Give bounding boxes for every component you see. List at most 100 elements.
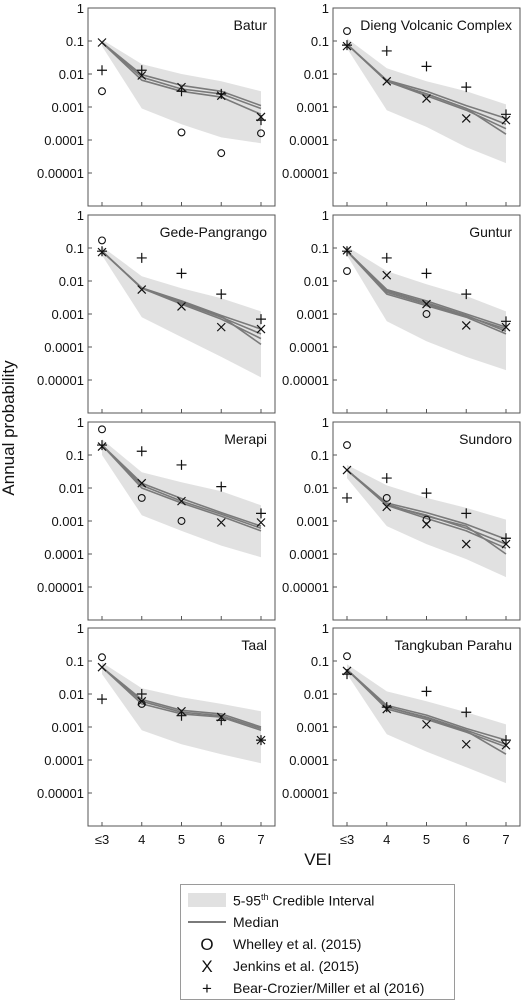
bear-crozier-marker — [381, 45, 392, 56]
whelley-marker — [217, 149, 226, 158]
median-line — [346, 43, 507, 135]
credible-interval-band — [102, 246, 261, 378]
panel-title: Dieng Volcanic Complex — [360, 17, 512, 33]
x-tick-label: 4 — [138, 832, 145, 847]
panel-title: Taal — [241, 637, 267, 653]
median-line — [101, 666, 262, 728]
y-tick-label: 0.1 — [66, 448, 84, 463]
bear-crozier-marker — [461, 707, 472, 718]
jenkins-marker — [461, 739, 471, 749]
bear-crozier-marker — [216, 289, 227, 300]
y-tick-label: 1 — [77, 415, 84, 430]
panel-title: Sundoro — [459, 431, 512, 447]
whelley-marker — [422, 515, 431, 524]
bear-crozier-marker — [421, 268, 432, 279]
whelley-marker — [98, 87, 106, 96]
y-tick-label: 1 — [322, 621, 329, 636]
y-tick-label: 0.01 — [304, 67, 329, 82]
bear-crozier-marker — [342, 246, 352, 257]
jenkins-marker — [256, 518, 266, 527]
legend-label-jenkins: Jenkins et al. (2015) — [233, 958, 360, 974]
y-tick-label: 0.00001 — [37, 166, 84, 181]
y-tick-label: 0.0001 — [44, 133, 84, 148]
bear-crozier-marker — [216, 481, 227, 492]
median-line — [101, 444, 262, 527]
legend-item-whelley: O Whelley et al. (2015) — [181, 933, 361, 955]
jenkins-marker — [501, 539, 511, 549]
jenkins-marker — [137, 478, 147, 488]
jenkins-marker — [501, 115, 511, 125]
jenkins-marker — [137, 285, 147, 294]
y-tick-label: 0.01 — [304, 687, 329, 702]
panel-tangkuban-parahu: 1 0.1 0.01 0.001 0.0001 0.00001 ≤3 4 5 6 7 Tangkuba… — [282, 621, 521, 847]
panel-title: Batur — [234, 17, 268, 33]
bear-crozier-marker — [461, 82, 472, 93]
y-tick-label: 0.001 — [51, 307, 84, 322]
median-line — [101, 41, 262, 107]
jenkins-marker — [382, 76, 392, 86]
x-tick-label: ≤3 — [340, 832, 354, 847]
bear-crozier-marker — [136, 446, 147, 457]
whelley-marker — [343, 441, 351, 450]
y-tick-label: 0.00001 — [282, 166, 329, 181]
legend-label-whelley: Whelley et al. (2015) — [233, 936, 362, 952]
whelley-marker — [137, 493, 146, 502]
jenkins-marker — [422, 719, 431, 729]
median-line-swatch — [188, 921, 226, 923]
whelley-marker — [422, 310, 431, 318]
panel-dieng-volcanic-complex: 1 0.1 0.01 0.001 0.0001 0.00001 Dieng Volcanic… — [282, 1, 521, 207]
jenkins-marker — [461, 539, 471, 549]
y-tick-label: 0.001 — [51, 514, 84, 529]
bear-crozier-marker — [342, 40, 352, 51]
bear-crozier-marker — [342, 492, 352, 503]
bear-crozier-marker — [501, 735, 511, 746]
legend-label-median: Median — [233, 914, 279, 930]
y-tick-label: 0.0001 — [289, 753, 329, 768]
x-tick-label: 7 — [257, 832, 264, 847]
bear-crozier-marker — [342, 669, 352, 680]
y-tick-label: 0.0001 — [289, 340, 329, 355]
panel-batur: 1 0.1 0.01 0.001 0.0001 0.00001 Batur — [37, 1, 276, 207]
bear-crozier-marker — [176, 268, 187, 279]
y-tick-label: 0.1 — [66, 241, 84, 256]
whelley-marker — [257, 129, 265, 138]
jenkins-marker — [137, 71, 147, 80]
credible-interval-band — [347, 246, 506, 371]
y-tick-label: 0.1 — [66, 34, 84, 49]
jenkins-marker — [216, 322, 226, 332]
circle-marker-icon: O — [200, 934, 214, 954]
panel-sundoro: 1 0.1 0.01 0.001 0.0001 0.00001 Sundoro — [282, 415, 521, 621]
band-swatch — [188, 893, 226, 907]
jenkins-marker — [177, 301, 186, 311]
x-tick-label: 5 — [423, 832, 430, 847]
legend-item-jenkins: X Jenkins et al. (2015) — [181, 955, 359, 977]
jenkins-marker — [501, 740, 511, 750]
bear-crozier-marker — [256, 735, 266, 746]
bear-crozier-marker — [381, 252, 392, 263]
panel-guntur: 1 0.1 0.01 0.001 0.0001 0.00001 Guntur — [282, 208, 521, 414]
bear-crozier-marker — [256, 115, 266, 126]
y-tick-label: 1 — [322, 1, 329, 16]
x-tick-label: ≤3 — [95, 832, 109, 847]
bear-crozier-marker — [381, 473, 392, 484]
bear-crozier-marker — [421, 686, 432, 697]
y-tick-label: 0.001 — [296, 514, 329, 529]
y-tick-label: 0.1 — [311, 34, 329, 49]
bear-crozier-marker — [176, 710, 187, 721]
bear-crozier-marker — [97, 65, 107, 76]
whelley-marker — [343, 27, 351, 36]
whelley-marker — [382, 493, 391, 502]
panel-title: Merapi — [224, 431, 267, 447]
whelley-marker — [343, 652, 351, 661]
panel-title: Tangkuban Parahu — [394, 637, 512, 653]
bear-crozier-marker — [176, 459, 187, 470]
legend-label-bear: Bear-Crozier/Miller et al (2016) — [233, 980, 425, 996]
legend-item-band: 5-95th Credible Interval — [181, 889, 374, 911]
median-line — [346, 250, 507, 328]
jenkins-marker — [256, 324, 266, 334]
y-tick-label: 0.0001 — [44, 547, 84, 562]
jenkins-marker — [177, 496, 186, 506]
y-tick-label: 0.001 — [51, 100, 84, 115]
whelley-marker — [98, 425, 106, 434]
bear-crozier-marker — [216, 88, 227, 99]
